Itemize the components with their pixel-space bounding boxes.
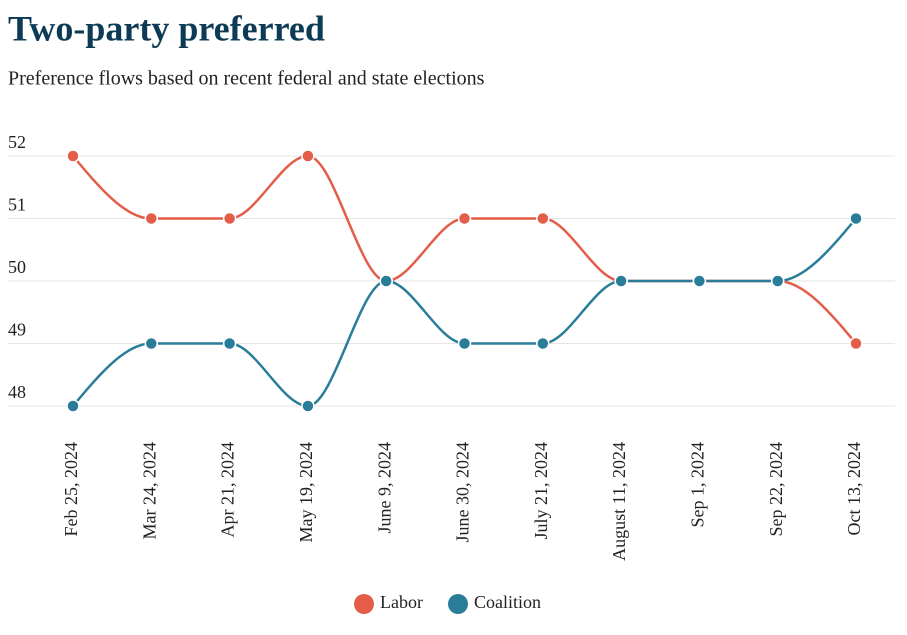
data-point: [849, 211, 863, 226]
x-tick-label: Sep 1, 2024: [688, 442, 708, 528]
data-point: [614, 274, 628, 288]
series-line: [72, 217, 857, 408]
legend-label: Labor: [380, 592, 423, 612]
x-tick-label: Oct 13, 2024: [844, 442, 864, 536]
x-tick-label: August 11, 2024: [609, 442, 629, 561]
x-tick-label: June 30, 2024: [453, 442, 473, 543]
x-tick-label: June 9, 2024: [374, 442, 394, 534]
legend-swatch: [354, 594, 374, 614]
data-point: [849, 336, 863, 351]
data-point: [301, 399, 315, 413]
data-point: [66, 149, 80, 163]
legend-label: Coalition: [474, 592, 541, 612]
chart-subtitle: Preference flows based on recent federal…: [8, 68, 485, 90]
data-point: [457, 211, 472, 226]
x-tick-label: Apr 21, 2024: [218, 442, 238, 538]
data-point: [222, 211, 237, 226]
x-tick-label: Sep 22, 2024: [766, 442, 786, 537]
data-point: [536, 336, 550, 351]
data-point: [457, 336, 472, 351]
x-tick-label: Mar 24, 2024: [139, 442, 159, 540]
y-tick-label: 49: [8, 320, 26, 340]
y-tick-label: 52: [8, 132, 26, 152]
data-point: [692, 274, 707, 288]
data-point: [301, 149, 315, 163]
data-point: [770, 274, 785, 288]
x-tick-label: May 19, 2024: [296, 442, 316, 543]
data-point: [222, 336, 237, 351]
y-tick-label: 50: [8, 257, 26, 277]
data-point: [144, 211, 159, 226]
data-point: [66, 399, 80, 413]
legend-swatch: [448, 594, 468, 614]
y-tick-label: 48: [8, 382, 26, 402]
data-point: [536, 211, 550, 226]
x-tick-label: July 21, 2024: [531, 442, 551, 540]
data-point: [144, 336, 159, 351]
chart-title: Two-party preferred: [8, 8, 325, 48]
series-line: [72, 154, 857, 345]
y-tick-label: 51: [8, 195, 26, 215]
x-tick-label: Feb 25, 2024: [61, 442, 81, 537]
data-point: [379, 274, 393, 288]
